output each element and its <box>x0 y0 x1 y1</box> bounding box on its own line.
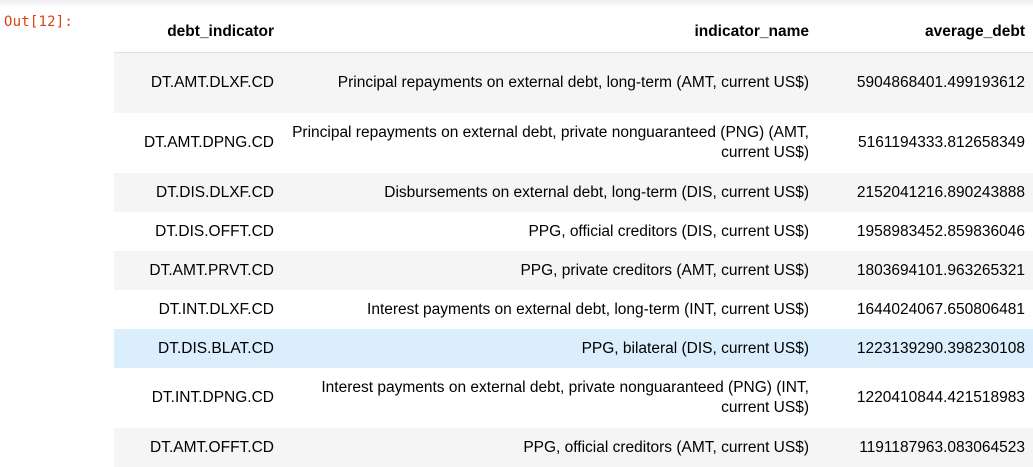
column-header-average-debt: average_debt <box>817 12 1033 53</box>
cell-indicator-name: Disbursements on external debt, long-ter… <box>282 173 817 212</box>
cell-average-debt: 1644024067.650806481 <box>817 290 1033 329</box>
table-row: DT.AMT.OFFT.CD PPG, official creditors (… <box>114 428 1033 467</box>
cell-indicator-name: Interest payments on external debt, long… <box>282 290 817 329</box>
cell-average-debt: 1220410844.421518983 <box>817 368 1033 428</box>
cell-debt-indicator: DT.DIS.BLAT.CD <box>114 329 282 368</box>
cell-average-debt: 1803694101.963265321 <box>817 251 1033 290</box>
column-header-indicator-name: indicator_name <box>282 12 817 53</box>
header-row: debt_indicator indicator_name average_de… <box>114 12 1033 53</box>
cell-debt-indicator: DT.AMT.OFFT.CD <box>114 428 282 467</box>
cell-average-debt: 1958983452.859836046 <box>817 212 1033 251</box>
output-prompt: Out[12]: <box>4 14 74 30</box>
cell-debt-indicator: DT.DIS.DLXF.CD <box>114 173 282 212</box>
cell-average-debt: 1223139290.398230108 <box>817 329 1033 368</box>
cell-average-debt: 5904868401.499193612 <box>817 52 1033 113</box>
cell-indicator-name: PPG, private creditors (AMT, current US$… <box>282 251 817 290</box>
cell-indicator-name: Principal repayments on external debt, p… <box>282 113 817 173</box>
cell-indicator-name: PPG, bilateral (DIS, current US$) <box>282 329 817 368</box>
cell-debt-indicator: DT.AMT.PRVT.CD <box>114 251 282 290</box>
table-row: DT.INT.DLXF.CD Interest payments on exte… <box>114 290 1033 329</box>
table-row: DT.AMT.DPNG.CD Principal repayments on e… <box>114 113 1033 173</box>
dataframe-table: debt_indicator indicator_name average_de… <box>114 12 1033 467</box>
cell-top-edge <box>0 0 1033 6</box>
column-header-debt-indicator: debt_indicator <box>114 12 282 53</box>
cell-debt-indicator: DT.INT.DLXF.CD <box>114 290 282 329</box>
cell-debt-indicator: DT.AMT.DLXF.CD <box>114 52 282 113</box>
table-row: DT.AMT.DLXF.CD Principal repayments on e… <box>114 52 1033 113</box>
cell-indicator-name: Interest payments on external debt, priv… <box>282 368 817 428</box>
cell-indicator-name: PPG, official creditors (AMT, current US… <box>282 428 817 467</box>
cell-debt-indicator: DT.INT.DPNG.CD <box>114 368 282 428</box>
table-row: DT.DIS.OFFT.CD PPG, official creditors (… <box>114 212 1033 251</box>
output-area: debt_indicator indicator_name average_de… <box>114 12 1033 467</box>
cell-average-debt: 1191187963.083064523 <box>817 428 1033 467</box>
table-row: DT.AMT.PRVT.CD PPG, private creditors (A… <box>114 251 1033 290</box>
cell-average-debt: 2152041216.890243888 <box>817 173 1033 212</box>
cell-indicator-name: PPG, official creditors (DIS, current US… <box>282 212 817 251</box>
table-row-highlighted[interactable]: DT.DIS.BLAT.CD PPG, bilateral (DIS, curr… <box>114 329 1033 368</box>
cell-debt-indicator: DT.DIS.OFFT.CD <box>114 212 282 251</box>
cell-debt-indicator: DT.AMT.DPNG.CD <box>114 113 282 173</box>
table-row: DT.DIS.DLXF.CD Disbursements on external… <box>114 173 1033 212</box>
cell-indicator-name: Principal repayments on external debt, l… <box>282 52 817 113</box>
cell-average-debt: 5161194333.812658349 <box>817 113 1033 173</box>
table-row: DT.INT.DPNG.CD Interest payments on exte… <box>114 368 1033 428</box>
